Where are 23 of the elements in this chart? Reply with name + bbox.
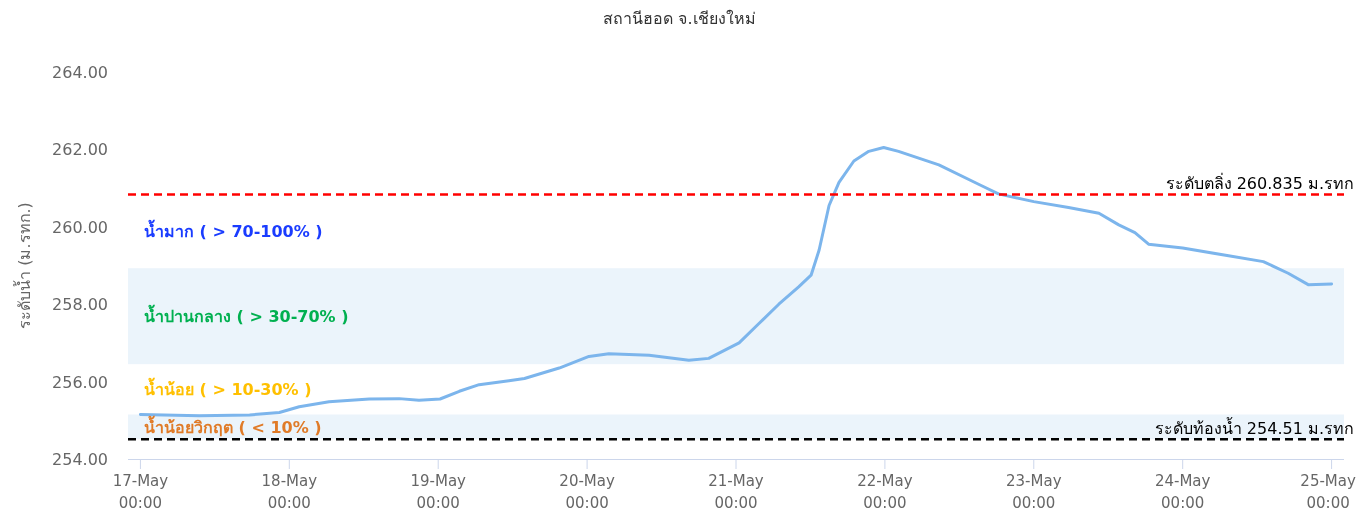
ref-line-label: ระดับตลิ่ง 260.835 ม.รทก [1165,172,1354,194]
y-tick-label: 258.00 [52,295,108,315]
x-tick-label: 19-May 00:00 [410,472,467,512]
y-axis-title: ระดับน้ำ (ม.รทก.) [13,202,34,329]
y-tick-label: 264.00 [52,63,108,82]
x-tick-label: 21-May 00:00 [708,472,764,512]
y-tick-label: 260.00 [52,217,108,237]
y-tick-label: 254.00 [52,450,108,469]
y-tick-label: 256.00 [52,372,108,392]
chart-title: สถานีฮอด จ.เชียงใหม่ [603,9,756,28]
x-tick-label: 20-May 00:00 [559,472,615,512]
x-tick-label: 23-May 00:00 [1006,472,1062,512]
annotation: น้ำมาก ( > 70-100% ) [144,219,323,242]
x-tick-label: 24-May 00:00 [1154,472,1211,512]
x-tick-label: 18-May 00:00 [261,472,318,512]
annotation: น้ำน้อย ( > 10-30% ) [144,377,312,400]
band-label: น้ำน้อยวิกฤต ( < 10% ) [144,414,322,437]
x-tick-label: 25-May 00:00 [1300,472,1356,512]
band-label: น้ำปานกลาง ( > 30-70% ) [144,304,349,327]
x-tick-label: 17-May 00:00 [112,472,169,512]
y-tick-label: 262.00 [52,140,108,160]
ref-line-label: ระดับท้องน้ำ 254.51 ม.รทก [1154,417,1354,439]
x-tick-label: 22-May 00:00 [857,472,913,512]
